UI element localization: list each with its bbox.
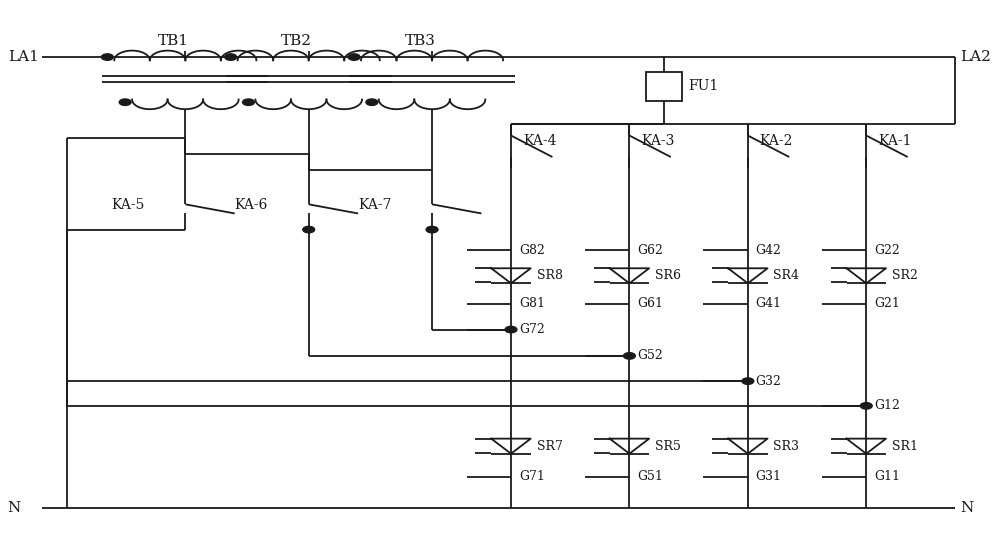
Text: SR5: SR5: [655, 440, 681, 453]
Text: SR3: SR3: [773, 440, 799, 453]
Circle shape: [860, 403, 872, 409]
Text: TB2: TB2: [281, 34, 312, 48]
Circle shape: [243, 99, 254, 105]
Text: G42: G42: [756, 243, 782, 256]
Text: KA-3: KA-3: [641, 134, 675, 148]
Circle shape: [225, 54, 237, 60]
Text: FU1: FU1: [689, 79, 719, 93]
Text: KA-2: KA-2: [760, 134, 793, 148]
Text: TB3: TB3: [404, 34, 435, 48]
Text: G41: G41: [756, 297, 782, 310]
Bar: [646, 72, 682, 101]
Text: G81: G81: [519, 297, 545, 310]
Text: G71: G71: [519, 470, 545, 483]
Text: G72: G72: [519, 323, 545, 336]
Text: G52: G52: [637, 349, 663, 362]
Text: SR6: SR6: [655, 269, 681, 282]
Circle shape: [426, 226, 438, 233]
Circle shape: [623, 352, 635, 359]
Text: N: N: [960, 501, 973, 515]
Text: G32: G32: [756, 375, 782, 388]
Text: G21: G21: [874, 297, 900, 310]
Text: LA2: LA2: [960, 49, 991, 64]
Text: G22: G22: [874, 243, 900, 256]
Text: SR8: SR8: [537, 269, 563, 282]
Circle shape: [348, 54, 360, 60]
Text: G12: G12: [874, 399, 900, 412]
Text: KA-7: KA-7: [358, 198, 392, 212]
Text: G11: G11: [874, 470, 900, 483]
Text: G82: G82: [519, 243, 545, 256]
Text: TB1: TB1: [158, 34, 189, 48]
Circle shape: [505, 326, 517, 333]
Text: KA-6: KA-6: [235, 198, 268, 212]
Text: SR1: SR1: [892, 440, 918, 453]
Text: KA-5: KA-5: [111, 198, 145, 212]
Text: KA-4: KA-4: [523, 134, 556, 148]
Circle shape: [742, 378, 754, 384]
Text: G62: G62: [637, 243, 663, 256]
Circle shape: [101, 54, 113, 60]
Text: LA1: LA1: [8, 49, 39, 64]
Text: G31: G31: [756, 470, 782, 483]
Text: N: N: [8, 501, 21, 515]
Text: SR4: SR4: [773, 269, 799, 282]
Text: SR7: SR7: [537, 440, 563, 453]
Text: SR2: SR2: [892, 269, 918, 282]
Circle shape: [366, 99, 378, 105]
Text: G51: G51: [637, 470, 663, 483]
Text: G61: G61: [637, 297, 663, 310]
Circle shape: [119, 99, 131, 105]
Text: KA-1: KA-1: [878, 134, 912, 148]
Circle shape: [303, 226, 315, 233]
